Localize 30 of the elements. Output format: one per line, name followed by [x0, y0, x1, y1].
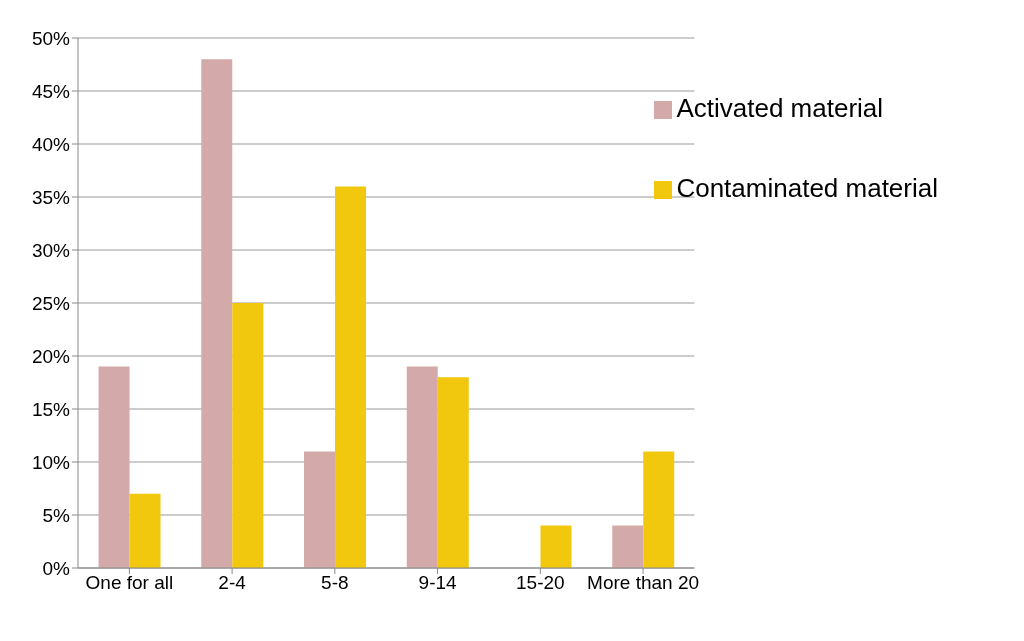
- y-tick-label: 15%: [31, 398, 71, 420]
- y-tick-label: 5%: [42, 504, 71, 526]
- y-tick-label: 25%: [31, 292, 71, 314]
- y-tick-label: 40%: [31, 133, 71, 155]
- x-tick-label: 9-14: [418, 572, 458, 594]
- bar: [406, 366, 438, 568]
- y-tick-label: 50%: [31, 27, 71, 49]
- bar: [232, 303, 264, 568]
- bar: [201, 59, 233, 568]
- legend-label: Activated material: [676, 93, 884, 123]
- x-tick-label: One for all: [85, 572, 174, 594]
- bar: [335, 186, 367, 568]
- bar: [437, 377, 469, 568]
- y-tick-label: 10%: [31, 451, 71, 473]
- legend-label: Contaminated material: [676, 173, 938, 203]
- y-tick-label: 30%: [31, 239, 71, 261]
- bar: [540, 525, 572, 568]
- bar: [98, 366, 130, 568]
- bar: [612, 525, 644, 568]
- bar: [129, 493, 161, 568]
- bar: [643, 451, 675, 568]
- x-tick-label: 5-8: [321, 572, 349, 594]
- x-tick-label: 15-20: [516, 572, 565, 594]
- y-tick-label: 20%: [31, 345, 71, 367]
- y-tick-label: 0%: [42, 557, 71, 579]
- bar: [304, 451, 336, 568]
- y-tick-label: 35%: [31, 186, 71, 208]
- x-tick-label: More than 20: [587, 572, 700, 594]
- y-tick-label: 45%: [31, 80, 71, 102]
- x-tick-label: 2-4: [218, 572, 247, 594]
